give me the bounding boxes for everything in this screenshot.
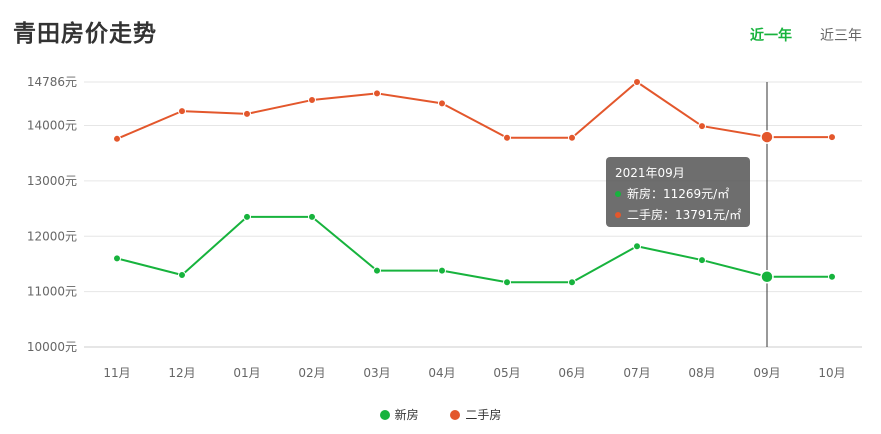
y-tick-label: 12000元 xyxy=(27,229,77,243)
chart-legend: 新房 二手房 xyxy=(0,406,881,423)
data-point-new xyxy=(113,254,121,263)
tooltip-dot-second xyxy=(615,211,621,218)
data-point-new xyxy=(568,278,576,287)
x-tick-label: 12月 xyxy=(168,366,195,380)
y-tick-label: 13000元 xyxy=(27,174,77,188)
legend-item-second[interactable]: 二手房 xyxy=(450,406,501,423)
y-tick-label: 11000元 xyxy=(27,285,77,299)
data-point-new xyxy=(760,269,774,284)
y-tick-label: 14000元 xyxy=(27,119,77,133)
data-point-second xyxy=(438,99,446,108)
tooltip-dot-new xyxy=(615,190,621,197)
x-tick-label: 07月 xyxy=(623,366,650,380)
series-line-new xyxy=(116,215,832,284)
data-point-new xyxy=(243,212,251,221)
x-tick-label: 10月 xyxy=(818,366,845,380)
legend-dot-second xyxy=(450,409,461,420)
data-point-new xyxy=(828,272,836,281)
data-point-new xyxy=(698,256,706,265)
x-tick-label: 08月 xyxy=(688,366,715,380)
data-point-new xyxy=(178,271,186,280)
data-point-second xyxy=(113,134,121,143)
data-point-second xyxy=(568,133,576,142)
tooltip-new-value: 新房：11269元/㎡ xyxy=(627,187,730,201)
series-line-second xyxy=(116,81,832,140)
data-point-second xyxy=(308,96,316,105)
tab-one-year[interactable]: 近一年 xyxy=(750,28,792,44)
x-tick-label: 02月 xyxy=(298,366,325,380)
data-point-new xyxy=(503,278,511,287)
x-tick-label: 03月 xyxy=(363,366,390,380)
tooltip-title: 2021年09月 xyxy=(615,166,685,180)
chart-tooltip: 2021年09月 新房：11269元/㎡ 二手房：13791元/㎡ xyxy=(606,157,750,227)
x-tick-label: 05月 xyxy=(493,366,520,380)
y-tick-label: 10000元 xyxy=(27,340,77,354)
x-tick-label: 06月 xyxy=(558,366,585,380)
data-point-second xyxy=(633,78,641,86)
legend-label-second: 二手房 xyxy=(465,408,502,422)
data-point-second xyxy=(503,133,511,142)
legend-item-new[interactable]: 新房 xyxy=(379,406,419,423)
legend-dot-new xyxy=(379,409,390,420)
data-point-new xyxy=(633,242,641,251)
legend-label-new: 新房 xyxy=(394,408,419,422)
data-point-second xyxy=(760,130,774,144)
y-tick-label: 14786元 xyxy=(27,75,77,89)
x-tick-label: 11月 xyxy=(103,366,130,380)
tooltip-row-new: 新房：11269元/㎡ xyxy=(615,185,741,206)
tooltip-second-value: 二手房：13791元/㎡ xyxy=(627,208,742,222)
data-point-new xyxy=(438,266,446,275)
data-point-new xyxy=(308,212,316,221)
data-point-second xyxy=(243,109,251,118)
tooltip-row-second: 二手房：13791元/㎡ xyxy=(615,206,741,227)
data-point-second xyxy=(373,89,381,98)
x-tick-label: 09月 xyxy=(753,366,780,380)
data-point-second xyxy=(698,122,706,131)
data-point-second xyxy=(828,133,836,142)
chart-title: 青田房价走势 xyxy=(13,21,157,47)
x-tick-label: 01月 xyxy=(233,366,260,380)
x-tick-label: 04月 xyxy=(428,366,455,380)
data-point-new xyxy=(373,266,381,275)
data-point-second xyxy=(178,107,186,116)
tab-three-years[interactable]: 近三年 xyxy=(820,28,862,44)
